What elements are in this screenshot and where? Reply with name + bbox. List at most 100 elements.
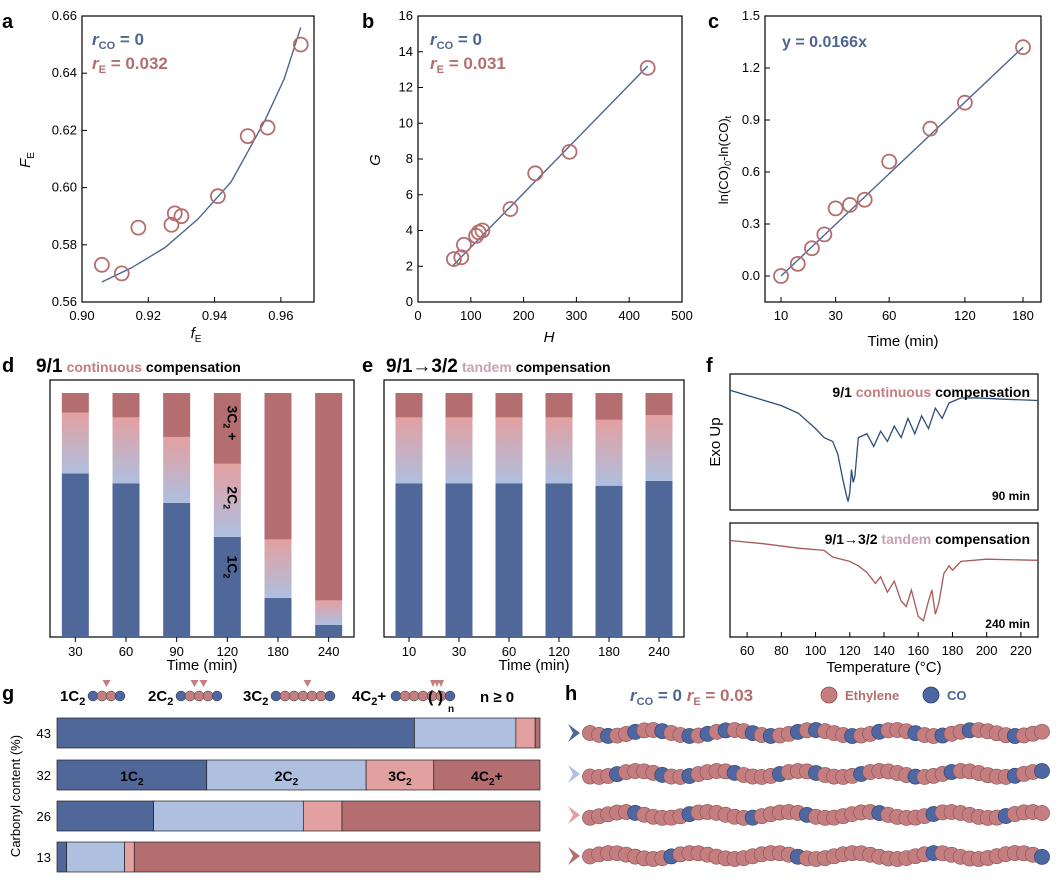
x-tick-label: 30 (828, 308, 842, 323)
insertion-marker (102, 680, 111, 687)
y-tick-label: 6 (406, 187, 413, 202)
panel-h-ratios: rCO = 0 rE = 0.03 (630, 686, 753, 708)
hbar-segment (56, 800, 154, 832)
x-tick-label: 120 (548, 644, 570, 659)
legend-label: 1C2 (60, 688, 85, 708)
legend-bead (288, 690, 300, 702)
legend-bead (408, 690, 420, 702)
bar-segment-1c2 (61, 473, 89, 637)
x-tick-label: 80 (774, 643, 788, 658)
segment-label: 1C2 (120, 768, 144, 788)
x-tick-label: 120 (839, 643, 861, 658)
legend-bead (202, 690, 214, 702)
insertion-marker (434, 680, 440, 687)
bar-segment-1c2 (264, 597, 292, 637)
x-tick-label: 0.90 (69, 308, 94, 323)
panel-e-xlabel: Time (min) (498, 657, 569, 674)
panel-a-ylabel: FE (17, 152, 37, 168)
panel-f-bottom-time: 240 min (985, 617, 1030, 631)
segment-label: 3C2 + (221, 406, 240, 441)
panel-b-re: rE = 0.031 (430, 54, 506, 76)
panel-g-label: g (2, 683, 14, 705)
y-tick-label: 1.2 (742, 60, 760, 75)
bar-segment-2c2-3c2 (213, 463, 241, 537)
panel-d-xlabel: Time (min) (166, 657, 237, 674)
legend-bead (444, 690, 456, 702)
fit-line (451, 65, 649, 267)
x-tick-label: 10 (774, 308, 788, 323)
x-tick-label: 30 (452, 644, 466, 659)
y-tick-label: 0.56 (52, 294, 77, 309)
data-point (259, 119, 276, 136)
row-arrow (568, 724, 580, 742)
x-tick-label: 60 (502, 644, 516, 659)
hbar-segment (133, 841, 541, 873)
bar-segment-4c2plus (395, 393, 423, 418)
x-tick-label: 100 (805, 643, 827, 658)
hbar-segment (302, 800, 343, 832)
legend-bead (96, 690, 108, 702)
ethylene-legend-label: Ethylene (845, 688, 899, 703)
bar-segment-2c2-3c2 (495, 417, 523, 484)
y-tick-label: 1.5 (742, 8, 760, 23)
bar-segment-1c2 (112, 483, 140, 637)
y-tick-label: 12 (399, 80, 413, 95)
segment-label: 1C2 (221, 555, 240, 578)
row-arrow (568, 765, 580, 783)
panel-a-xlabel: fE (191, 325, 202, 345)
x-tick-label: 180 (267, 644, 289, 659)
legend-bead (193, 690, 205, 702)
data-point (130, 219, 147, 236)
panel-e-label: e (362, 355, 373, 377)
legend-label: 4C2+ (352, 688, 386, 708)
x-tick-label: 180 (598, 644, 620, 659)
hbar-segment (56, 717, 415, 749)
data-point (453, 249, 470, 266)
panel-c-ylabel: ln(CO)0-ln(CO)t (716, 115, 733, 204)
bar-segment-1c2 (545, 483, 573, 637)
bar-segment-1c2 (495, 483, 523, 637)
y-tick-label: 0.0 (742, 268, 760, 283)
bar-segment-2c2-3c2 (645, 414, 673, 481)
panel-e-frame (383, 379, 685, 638)
y-tick-label: 8 (406, 151, 413, 166)
data-point (502, 201, 519, 217)
legend-label: 3C2 (243, 688, 268, 708)
legend-bead (105, 690, 117, 702)
x-tick-label: 240 (648, 644, 670, 659)
x-tick-label: 60 (740, 643, 754, 658)
legend-bead (211, 690, 223, 702)
legend-paren-sub: n (448, 704, 454, 715)
bar-segment-4c2plus (264, 393, 292, 540)
hbar-segment (56, 841, 68, 873)
bar-segment-4c2plus (315, 393, 343, 601)
panel-a-re: rE = 0.032 (92, 54, 168, 76)
data-point (773, 268, 789, 284)
panel-e-title: 9/1→3/2 tandem compensation (386, 356, 611, 377)
y-tick-label: 0.60 (52, 180, 77, 195)
hbar-segment (433, 759, 541, 791)
panel-a-rco: rCO = 0 (92, 30, 144, 52)
bar-segment-4c2plus (495, 393, 523, 418)
y-tick-label: 10 (399, 115, 413, 130)
data-point (816, 226, 833, 243)
x-tick-label: 0.92 (136, 308, 161, 323)
bar-segment-1c2 (395, 483, 423, 637)
y-tick-label: 0.3 (742, 216, 760, 231)
panel-f-top-time: 90 min (992, 489, 1030, 503)
legend-bead (184, 690, 196, 702)
bar-segment-4c2plus (595, 393, 623, 420)
legend-n-condition: n ≥ 0 (480, 689, 514, 706)
data-point (1015, 39, 1031, 56)
insertion-marker (438, 680, 444, 687)
co-legend-bead (922, 686, 940, 704)
insertion-marker (190, 680, 199, 687)
panel-c-label: c (708, 11, 719, 33)
legend-bead (390, 690, 402, 702)
legend-bead (297, 690, 309, 702)
legend-bead (279, 690, 291, 702)
hbar-segment (66, 841, 125, 873)
panel-d-title: 9/1 continuous compensation (36, 356, 241, 377)
y-tick-label: 32 (37, 768, 51, 783)
